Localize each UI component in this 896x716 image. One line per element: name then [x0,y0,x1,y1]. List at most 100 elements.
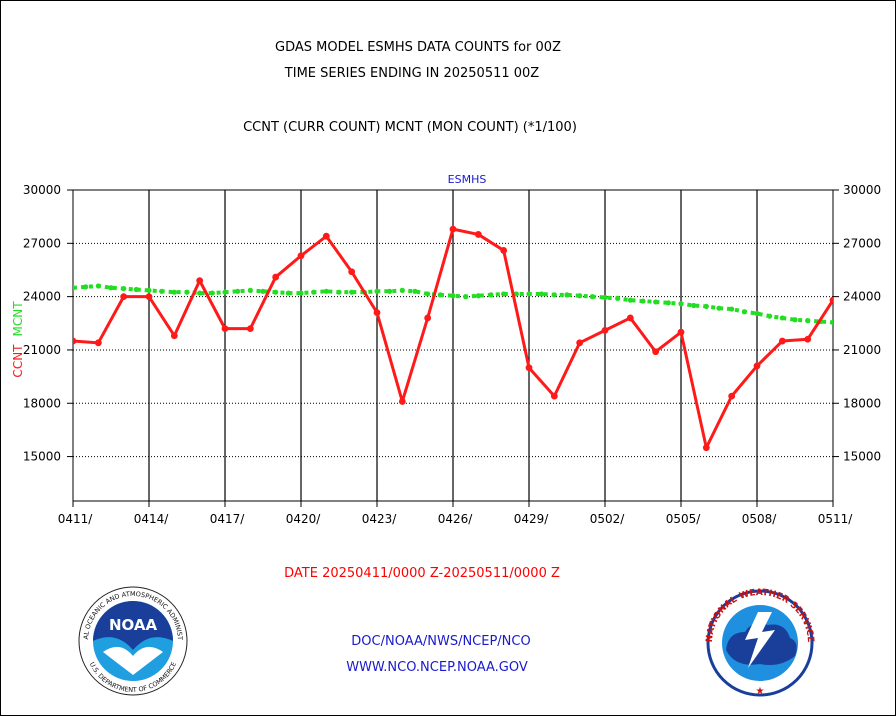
chart-title-line1: GDAS MODEL ESMHS DATA COUNTS for 00Z [275,40,561,55]
point-mcnt [767,313,773,319]
point-mcnt [298,290,304,296]
y-tick-label-right: 30000 [843,183,881,197]
point-mcnt [209,290,215,296]
point-ccnt [221,325,229,333]
point-ccnt [626,314,634,322]
point-mcnt [73,285,76,291]
point-mcnt [805,318,811,324]
chart-subtitle: CCNT (CURR COUNT) MCNT (MON COUNT) (*1/1… [243,120,577,135]
x-tick-label: 0423/ [362,512,398,526]
point-mcnt [133,286,139,293]
y-tick-label-left: 27000 [23,236,61,250]
point-mcnt [463,294,469,300]
point-mcnt [450,293,456,299]
point-mcnt [779,315,785,321]
point-ccnt [474,231,482,238]
point-mcnt [539,291,545,297]
point-mcnt [235,288,241,294]
point-ccnt [120,293,128,301]
point-mcnt [703,303,709,310]
x-tick-label: 0417/ [210,512,246,526]
point-ccnt [449,225,457,233]
point-mcnt [83,284,89,290]
point-mcnt [589,294,595,300]
point-mcnt [564,292,570,298]
point-ccnt [297,252,305,260]
point-mcnt [387,288,393,294]
point-mcnt [437,292,443,298]
point-mcnt [374,288,380,294]
point-ccnt [804,335,812,343]
point-mcnt [551,292,557,298]
point-ccnt [677,328,685,336]
point-ccnt [525,364,533,372]
point-ccnt [702,444,710,452]
point-mcnt [159,288,165,294]
point-ccnt [753,362,761,370]
y-tick-label-left: 24000 [23,290,61,304]
point-ccnt [73,337,77,345]
y-tick-label-left: 18000 [23,396,61,410]
point-mcnt [653,299,659,305]
point-mcnt [488,292,494,298]
point-mcnt [615,295,621,302]
y-tick-label-right: 21000 [843,343,881,357]
point-ccnt [500,247,508,254]
website-link[interactable]: WWW.NCO.NCEP.NOAA.GOV [346,660,528,675]
point-ccnt [322,232,330,240]
point-mcnt [665,300,671,306]
point-ccnt [94,339,102,347]
x-tick-label: 0420/ [286,512,322,526]
y-tick-label-right: 24000 [843,290,881,304]
date-range-label: DATE 20250411/0000 Z-20250511/0000 Z [284,566,560,581]
y-tick-label-left: 15000 [23,450,61,464]
y-axis-label: CCNT MCNT [11,301,25,378]
x-tick-label: 0429/ [514,512,550,526]
x-tick-label: 0508/ [742,512,778,526]
point-mcnt [171,289,177,295]
point-ccnt [652,348,660,356]
point-mcnt [513,291,519,297]
point-ccnt [398,398,406,405]
point-ccnt [196,277,204,285]
point-mcnt [95,283,101,289]
point-mcnt [729,306,735,312]
point-ccnt [272,273,280,281]
y-tick-label-left: 30000 [23,183,61,197]
point-mcnt [526,291,532,297]
point-mcnt [425,291,431,297]
point-ccnt [550,392,558,400]
y-tick-label-right: 27000 [843,236,881,250]
x-tick-label: 0511/ [818,512,854,526]
point-mcnt [577,293,583,299]
point-mcnt [627,297,633,303]
point-mcnt [260,288,266,294]
x-tick-label: 0502/ [590,512,626,526]
point-ccnt [373,309,381,317]
point-ccnt [576,339,584,347]
y-axis-label-ccnt: CCNT [11,344,25,378]
point-ccnt [829,296,833,304]
point-ccnt [601,326,609,334]
point-ccnt [778,337,786,345]
point-mcnt [412,288,418,294]
point-mcnt [501,291,507,297]
point-ccnt [348,268,356,276]
point-mcnt [475,293,481,299]
point-mcnt [121,286,127,292]
point-mcnt [399,287,405,294]
agency-label: DOC/NOAA/NWS/NCEP/NCO [351,634,531,649]
x-tick-label: 0505/ [666,512,702,526]
point-ccnt [424,314,432,322]
point-mcnt [146,287,152,294]
point-mcnt [741,309,747,315]
chart-title-line2: TIME SERIES ENDING IN 20250511 00Z [284,66,540,81]
y-axis-label-mcnt: MCNT [11,301,25,337]
point-mcnt [716,305,722,311]
panel-label: ESMHS [448,173,487,186]
y-tick-label-right: 15000 [843,450,881,464]
point-ccnt [728,392,736,400]
point-ccnt [145,293,153,301]
point-mcnt [336,289,342,295]
